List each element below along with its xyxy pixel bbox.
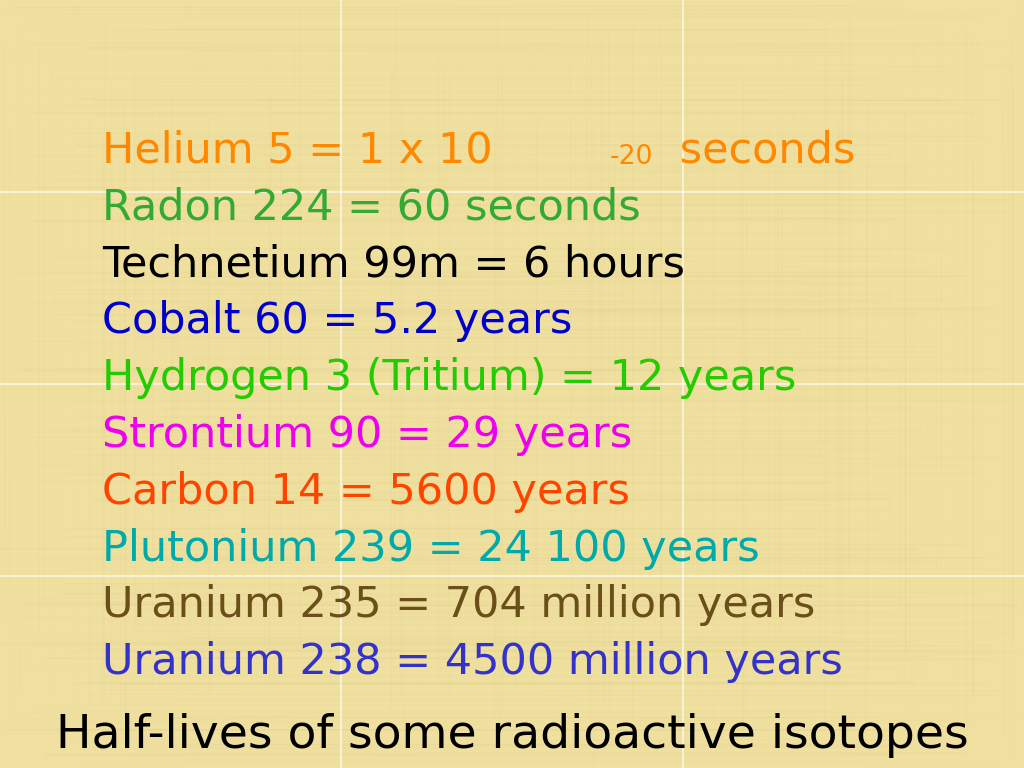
Text: Technetium 99m = 6 hours: Technetium 99m = 6 hours xyxy=(102,243,685,286)
Text: Half-lives of some radioactive isotopes: Half-lives of some radioactive isotopes xyxy=(55,713,969,759)
Text: Uranium 235 = 704 million years: Uranium 235 = 704 million years xyxy=(102,584,816,627)
Text: Strontium 90 = 29 years: Strontium 90 = 29 years xyxy=(102,414,633,456)
Text: Radon 224 = 60 seconds: Radon 224 = 60 seconds xyxy=(102,187,641,229)
Text: Plutonium 239 = 24 100 years: Plutonium 239 = 24 100 years xyxy=(102,528,760,570)
Text: seconds: seconds xyxy=(667,130,856,172)
Text: Uranium 238 = 4500 million years: Uranium 238 = 4500 million years xyxy=(102,641,844,684)
Text: Carbon 14 = 5600 years: Carbon 14 = 5600 years xyxy=(102,471,631,513)
Text: Hydrogen 3 (Tritium) = 12 years: Hydrogen 3 (Tritium) = 12 years xyxy=(102,357,797,399)
Text: Helium 5 = 1 x 10: Helium 5 = 1 x 10 xyxy=(102,130,493,172)
Text: -20: -20 xyxy=(609,144,653,170)
Text: Cobalt 60 = 5.2 years: Cobalt 60 = 5.2 years xyxy=(102,300,572,343)
